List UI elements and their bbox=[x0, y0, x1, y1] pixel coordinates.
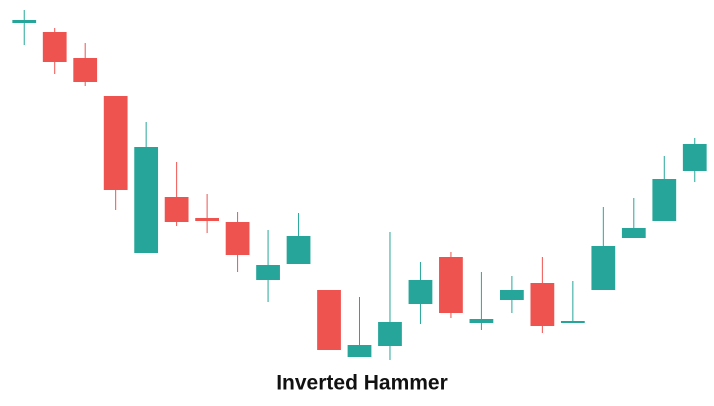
candle-body bbox=[164, 197, 189, 222]
candle-body bbox=[500, 290, 524, 300]
candle-body bbox=[317, 290, 341, 350]
candle-body bbox=[73, 58, 98, 82]
candle-body bbox=[621, 228, 646, 238]
chart-title: Inverted Hammer bbox=[276, 372, 448, 395]
candle-body bbox=[195, 218, 219, 221]
candle-body bbox=[225, 222, 250, 255]
candle-body bbox=[469, 319, 494, 323]
candle-body bbox=[134, 147, 159, 253]
candle-body bbox=[439, 257, 463, 313]
candle-body bbox=[408, 280, 433, 304]
candle-body bbox=[12, 20, 37, 23]
candle-body bbox=[378, 322, 402, 346]
candle-body bbox=[347, 345, 372, 357]
candle-body bbox=[652, 179, 677, 221]
candle-body bbox=[42, 32, 67, 62]
candle-body bbox=[591, 246, 616, 290]
candle-body bbox=[682, 144, 707, 171]
candle-body bbox=[256, 265, 280, 280]
candle-body bbox=[530, 283, 555, 326]
candle-body bbox=[286, 236, 311, 264]
candle-body bbox=[560, 321, 585, 323]
candle-body bbox=[103, 96, 128, 190]
